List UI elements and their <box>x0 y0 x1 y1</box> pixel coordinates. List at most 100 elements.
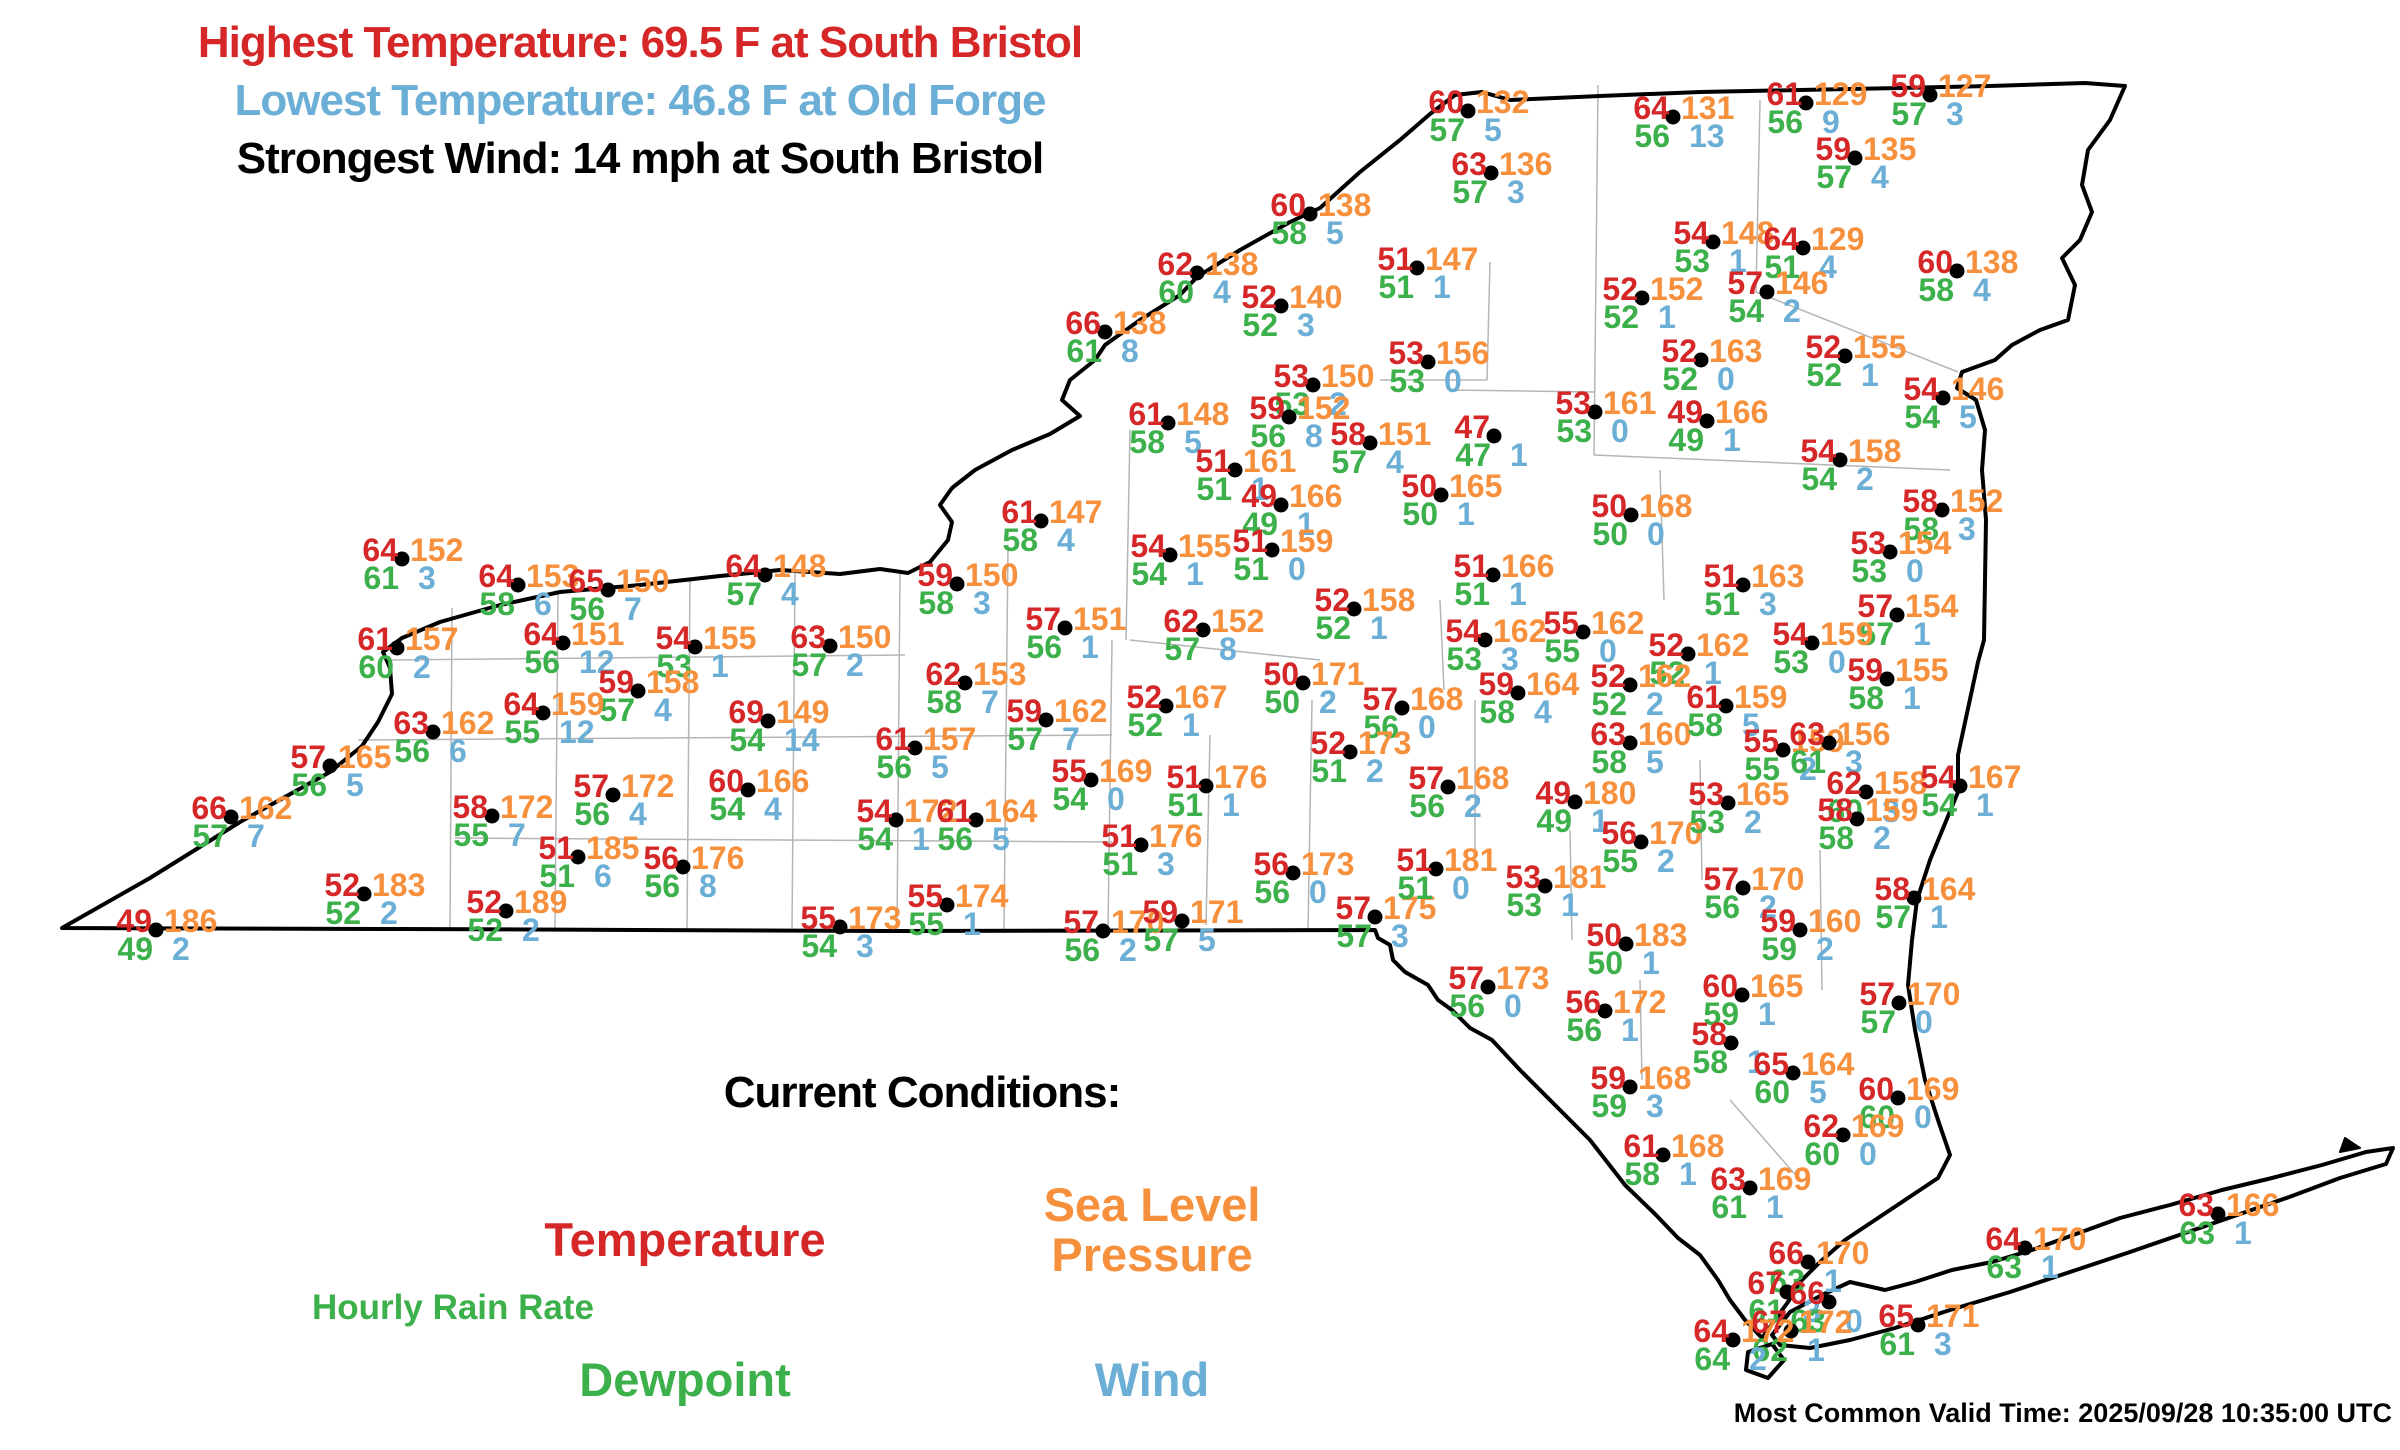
lowest-temperature-headline: Lowest Temperature: 46.8 F at Old Forge <box>234 76 1046 125</box>
station-wind: 2 <box>1873 820 1891 856</box>
station-dewpoint: 57 <box>1452 174 1488 210</box>
station-temperature: 57 <box>1362 681 1398 717</box>
station-pressure: 152 <box>1211 603 1264 639</box>
county-border-line <box>1569 829 1573 941</box>
station-dot <box>1785 1065 1801 1081</box>
station-wind: 5 <box>1484 112 1502 148</box>
station-pressure: 165 <box>1449 468 1502 504</box>
station-dewpoint: 60 <box>358 649 394 685</box>
station-dewpoint: 53 <box>1446 641 1482 677</box>
station-dot <box>1440 779 1456 795</box>
weather-station: 55 162 55 0 <box>1543 605 1644 669</box>
station-pressure: 172 <box>1613 984 1666 1020</box>
station-wind: 1 <box>1758 996 1776 1032</box>
station-pressure: 166 <box>756 763 809 799</box>
station-wind: 7 <box>624 591 642 627</box>
station-dewpoint: 56 <box>1634 118 1670 154</box>
station-temperature: 61 <box>1623 1128 1659 1164</box>
station-dot <box>1133 837 1149 853</box>
station-pressure: 167 <box>1174 679 1227 715</box>
weather-station: 49 186 49 2 <box>116 903 217 967</box>
station-dot <box>1720 795 1736 811</box>
weather-station: 51 176 51 3 <box>1101 818 1202 882</box>
station-pressure: 165 <box>1750 968 1803 1004</box>
county-border-line <box>1205 734 1211 926</box>
station-wind: 3 <box>1297 307 1315 343</box>
station-dewpoint: 57 <box>192 818 228 854</box>
station-pressure: 162 <box>1638 658 1691 694</box>
station-pressure: 170 <box>2033 1221 2086 1257</box>
station-dot <box>1879 671 1895 687</box>
station-dewpoint: 60 <box>1859 1099 1895 1135</box>
weather-station: 53 161 53 0 <box>1555 385 1656 449</box>
station-dewpoint: 55 <box>908 906 944 942</box>
weather-station: 53 154 53 0 <box>1850 525 1951 589</box>
weather-station: 51 166 51 1 <box>1453 548 1554 612</box>
weather-station: 56 172 56 1 <box>1565 984 1666 1048</box>
station-dewpoint: 55 <box>453 817 489 853</box>
station-wind: 4 <box>654 692 672 728</box>
county-border-line <box>1699 759 1703 881</box>
station-temperature: 51 <box>1396 842 1432 878</box>
station-temperature: 63 <box>2178 1187 2214 1223</box>
station-wind: 0 <box>1914 1099 1932 1135</box>
station-dot <box>1195 622 1211 638</box>
station-temperature: 53 <box>1850 525 1886 561</box>
station-dot <box>1285 865 1301 881</box>
station-temperature: 55 <box>907 878 943 914</box>
station-temperature: 63 <box>1710 1161 1746 1197</box>
station-temperature: 60 <box>1428 84 1464 120</box>
station-dewpoint: 56 <box>394 733 430 769</box>
station-temperature: 59 <box>1006 693 1042 729</box>
weather-station: 52 189 52 2 <box>466 884 567 948</box>
station-pressure: 173 <box>1301 846 1354 882</box>
station-pressure: 174 <box>955 878 1009 914</box>
station-dot <box>832 919 848 935</box>
station-dewpoint: 52 <box>467 912 503 948</box>
weather-station: 52 163 52 0 <box>1661 333 1762 397</box>
station-dewpoint: 50 <box>1587 945 1623 981</box>
station-dewpoint: 58 <box>1687 707 1723 743</box>
station-temperature: 59 <box>1249 390 1285 426</box>
station-wind: 6 <box>449 733 467 769</box>
station-pressure: 146 <box>1951 371 2004 407</box>
station-dot <box>1655 1147 1671 1163</box>
station-temperature: 62 <box>925 656 961 692</box>
station-temperature: 60 <box>1702 968 1738 1004</box>
station-dot <box>1623 507 1639 523</box>
weather-station: 64 153 58 6 <box>478 558 579 622</box>
station-dot <box>1891 995 1907 1011</box>
station-dewpoint: 57 <box>1007 721 1043 757</box>
station-dot <box>1775 742 1791 758</box>
county-border-line <box>357 734 1113 741</box>
station-pressure: 171 <box>1311 656 1364 692</box>
station-pressure: 171 <box>1926 1298 1979 1334</box>
county-border-line <box>1755 99 1761 293</box>
weather-station: 65 171 61 3 <box>1878 1298 1979 1362</box>
weather-station: 49 166 49 1 <box>1241 478 1342 542</box>
station-dewpoint: 63 <box>1986 1249 2022 1285</box>
station-dot <box>1718 698 1734 714</box>
station-pressure: 150 <box>616 563 669 599</box>
station-temperature: 66 <box>1768 1235 1804 1271</box>
station-dot <box>1858 784 1874 800</box>
station-dewpoint: 55 <box>1602 843 1638 879</box>
station-wind: 7 <box>508 817 526 853</box>
station-temperature: 54 <box>1920 759 1956 795</box>
weather-station: 61 159 58 5 <box>1686 679 1787 743</box>
station-wind: 5 <box>992 821 1010 857</box>
station-temperature: 52 <box>324 867 360 903</box>
station-temperature: 50 <box>1263 656 1299 692</box>
station-dewpoint: 49 <box>1668 422 1704 458</box>
station-temperature: 52 <box>1314 582 1350 618</box>
county-border-line <box>896 573 901 931</box>
weather-station: 54 159 53 0 <box>1772 616 1873 680</box>
county-border-line <box>554 593 559 930</box>
station-dewpoint: 58 <box>1129 424 1165 460</box>
county-border-line <box>1486 261 1491 381</box>
station-pressure: 169 <box>1906 1071 1959 1107</box>
station-dot <box>1189 265 1205 281</box>
station-pressure: 183 <box>1634 917 1687 953</box>
station-wind: 0 <box>1504 988 1522 1024</box>
